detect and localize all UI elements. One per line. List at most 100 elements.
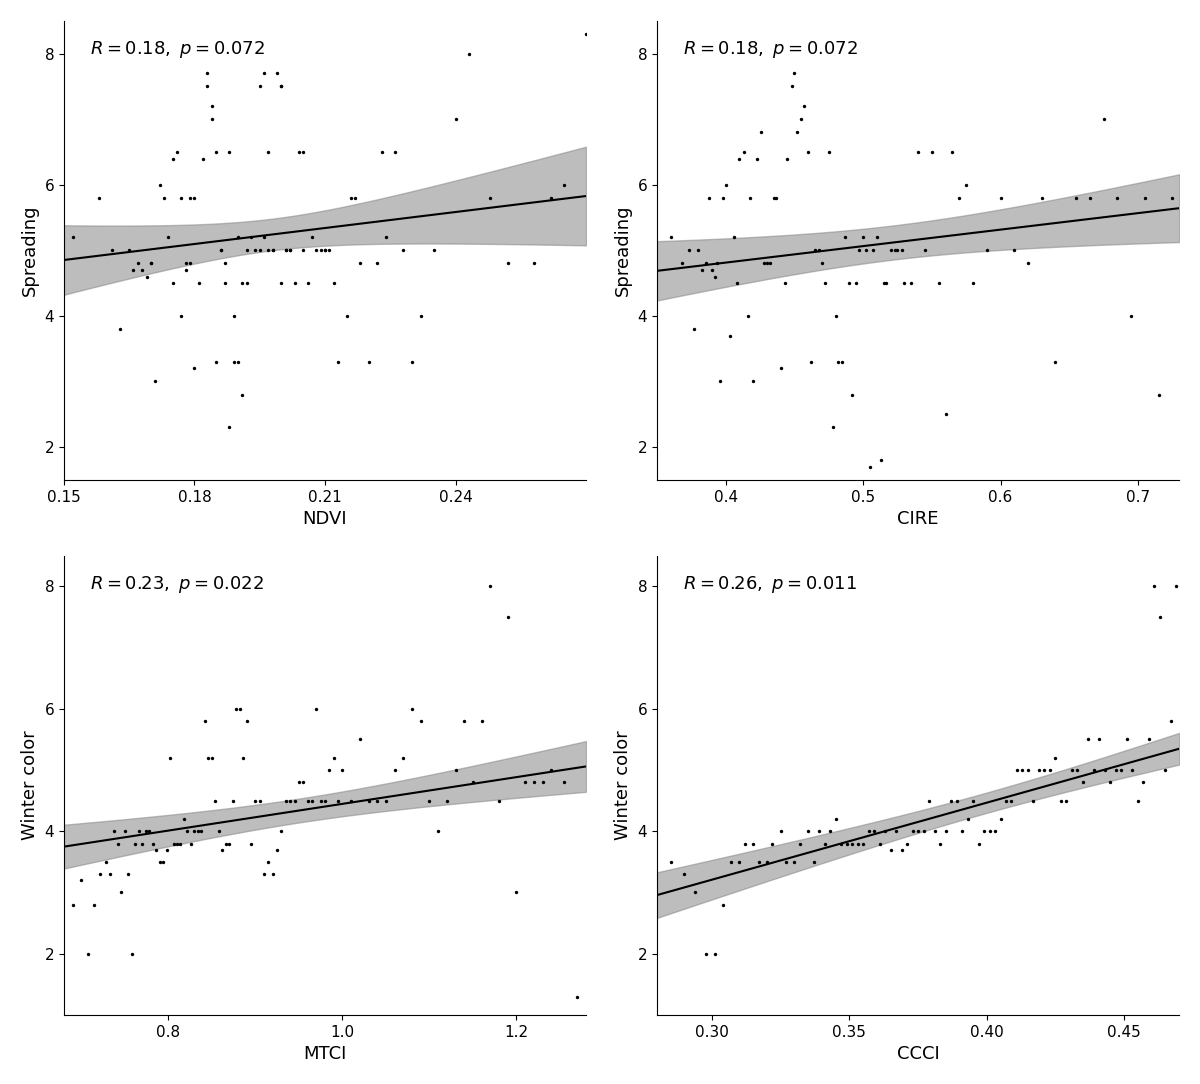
Point bbox=[215, 274, 234, 292]
Point bbox=[205, 792, 224, 810]
Point bbox=[157, 841, 176, 859]
Point bbox=[420, 792, 439, 810]
Point bbox=[871, 452, 890, 469]
Point bbox=[1117, 731, 1136, 748]
Point bbox=[190, 274, 209, 292]
Point bbox=[892, 242, 911, 259]
Point bbox=[203, 749, 222, 766]
Point bbox=[72, 872, 91, 889]
Point bbox=[224, 307, 244, 324]
Point bbox=[568, 988, 587, 1005]
Point bbox=[730, 853, 749, 870]
Point bbox=[1183, 700, 1200, 718]
Point bbox=[276, 242, 295, 259]
Point bbox=[481, 190, 500, 207]
Point bbox=[102, 242, 121, 259]
Point bbox=[870, 835, 889, 852]
Point bbox=[725, 229, 744, 246]
Point bbox=[1151, 608, 1170, 625]
Point bbox=[254, 65, 274, 82]
Point bbox=[1079, 731, 1098, 748]
Point bbox=[1096, 761, 1115, 778]
Point bbox=[850, 242, 869, 259]
Point bbox=[832, 835, 851, 852]
Point bbox=[1030, 761, 1049, 778]
Point bbox=[209, 823, 228, 840]
Point bbox=[738, 307, 757, 324]
Point bbox=[684, 321, 703, 338]
Point bbox=[281, 242, 300, 259]
Point bbox=[1062, 761, 1081, 778]
Point bbox=[62, 896, 82, 914]
Text: $R = 0.26,\ p = 0.011$: $R = 0.26,\ p = 0.011$ bbox=[683, 575, 857, 595]
Point bbox=[1134, 774, 1153, 791]
Point bbox=[868, 229, 887, 246]
Point bbox=[233, 386, 252, 403]
Point bbox=[498, 255, 517, 272]
Point bbox=[763, 835, 782, 852]
Point bbox=[1194, 712, 1200, 730]
Point bbox=[1162, 712, 1181, 730]
Point bbox=[281, 792, 300, 810]
Point bbox=[199, 749, 218, 766]
Point bbox=[936, 405, 955, 423]
Point bbox=[846, 274, 865, 292]
Point bbox=[1085, 761, 1104, 778]
Point bbox=[888, 242, 907, 259]
Point bbox=[254, 865, 274, 882]
Point bbox=[1024, 792, 1043, 810]
Point bbox=[350, 255, 370, 272]
Point bbox=[1163, 190, 1182, 207]
Point bbox=[155, 190, 174, 207]
Point bbox=[947, 792, 966, 810]
Point bbox=[985, 823, 1004, 840]
Point bbox=[874, 274, 893, 292]
Point bbox=[516, 774, 535, 791]
Point bbox=[757, 255, 776, 272]
Point bbox=[120, 242, 139, 259]
Point bbox=[860, 459, 880, 476]
Point bbox=[895, 274, 914, 292]
Text: $R = 0.23,\ p = 0.022$: $R = 0.23,\ p = 0.022$ bbox=[90, 575, 264, 595]
Point bbox=[259, 242, 278, 259]
Point bbox=[901, 274, 920, 292]
Point bbox=[367, 255, 386, 272]
Point bbox=[1190, 242, 1200, 259]
Point bbox=[142, 255, 161, 272]
Point bbox=[196, 712, 215, 730]
Point bbox=[1148, 386, 1168, 403]
Point bbox=[710, 373, 730, 390]
Point bbox=[980, 823, 1000, 840]
Point bbox=[776, 853, 796, 870]
Point bbox=[740, 190, 760, 207]
Text: $R = 0.18,\ p = 0.072$: $R = 0.18,\ p = 0.072$ bbox=[683, 39, 858, 61]
Point bbox=[848, 835, 868, 852]
Point bbox=[180, 255, 199, 272]
Point bbox=[541, 190, 560, 207]
X-axis label: CIRE: CIRE bbox=[898, 511, 938, 528]
Point bbox=[914, 823, 934, 840]
Point bbox=[744, 835, 763, 852]
Point bbox=[250, 792, 269, 810]
Point bbox=[490, 792, 509, 810]
Point bbox=[1007, 761, 1026, 778]
Point bbox=[437, 792, 456, 810]
Point bbox=[661, 229, 680, 246]
Point bbox=[708, 255, 727, 272]
Point bbox=[1108, 190, 1127, 207]
Point bbox=[206, 353, 226, 371]
Point bbox=[211, 242, 230, 259]
Point bbox=[367, 792, 386, 810]
Point bbox=[359, 353, 378, 371]
Point bbox=[1019, 761, 1038, 778]
Point bbox=[228, 353, 247, 371]
Point bbox=[259, 143, 278, 160]
Point bbox=[498, 608, 517, 625]
Point bbox=[424, 242, 443, 259]
X-axis label: CCCI: CCCI bbox=[896, 1045, 940, 1063]
Point bbox=[815, 835, 834, 852]
Point bbox=[892, 841, 911, 859]
Point bbox=[823, 418, 842, 436]
Point bbox=[1051, 792, 1070, 810]
Point bbox=[697, 945, 716, 963]
